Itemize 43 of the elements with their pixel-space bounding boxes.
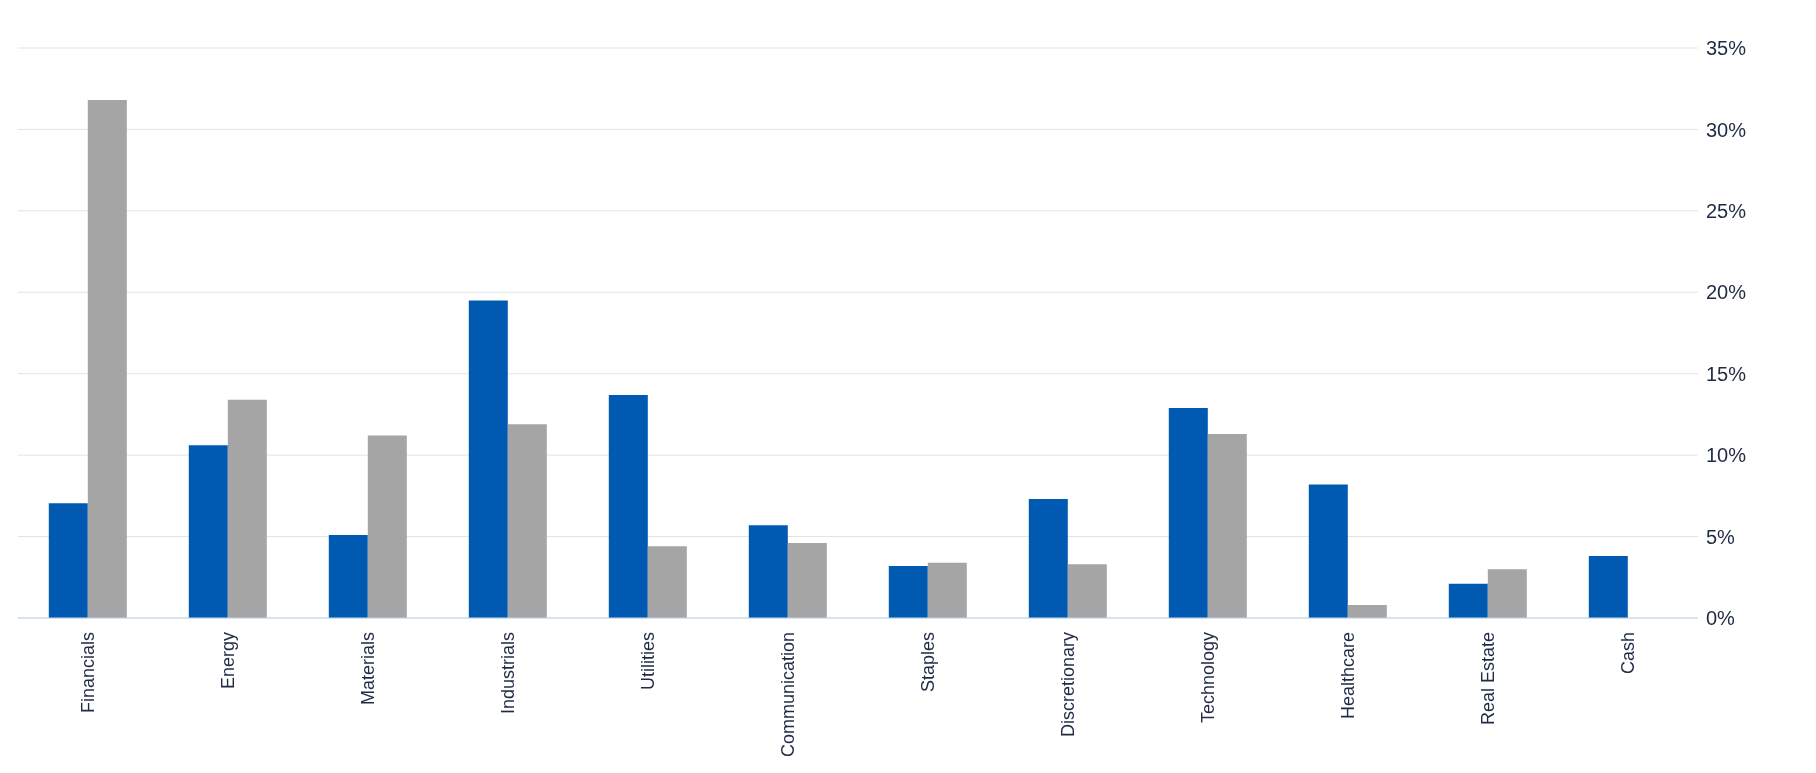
bar [1308, 484, 1348, 618]
bar [468, 300, 508, 618]
bar [507, 424, 547, 618]
bar [1028, 499, 1068, 618]
y-tick-label: 5% [1706, 525, 1736, 548]
bar [748, 525, 788, 618]
x-tick-label: Communication [778, 632, 798, 758]
x-tick-label: Energy [218, 632, 238, 690]
bar [608, 394, 648, 618]
x-tick-label: Healthcare [1338, 632, 1358, 720]
x-tick-label: Industrials [498, 632, 518, 715]
bar [1207, 433, 1247, 618]
y-tick-label: 35% [1706, 37, 1747, 60]
y-tick-label: 15% [1706, 362, 1747, 385]
x-tick-label: Materials [358, 632, 378, 706]
bar [87, 100, 127, 618]
bar [1588, 556, 1628, 618]
y-tick-label: 25% [1706, 199, 1747, 222]
bar [367, 435, 407, 618]
bar [647, 546, 687, 618]
x-tick-label: Real Estate [1478, 632, 1498, 726]
bar [1487, 569, 1527, 618]
bar [1347, 604, 1387, 618]
bar [1067, 564, 1107, 618]
bar [188, 445, 228, 618]
bar [888, 565, 928, 618]
y-tick-label: 30% [1706, 118, 1747, 141]
x-tick-label: Cash [1618, 632, 1638, 675]
bar [227, 399, 267, 618]
x-tick-label: Utilities [638, 632, 658, 691]
x-tick-label: Technology [1198, 632, 1218, 724]
bar [927, 562, 967, 618]
bar [48, 503, 88, 618]
y-tick-label: 10% [1706, 444, 1747, 467]
x-tick-label: Discretionary [1058, 632, 1078, 738]
y-tick-label: 0% [1706, 607, 1736, 630]
x-tick-label: Staples [918, 632, 938, 693]
bar [1168, 407, 1208, 618]
bar [1448, 583, 1488, 618]
x-tick-label: Financials [78, 632, 98, 714]
bar [787, 543, 827, 618]
y-tick-label: 20% [1706, 281, 1747, 304]
bar [328, 534, 368, 618]
